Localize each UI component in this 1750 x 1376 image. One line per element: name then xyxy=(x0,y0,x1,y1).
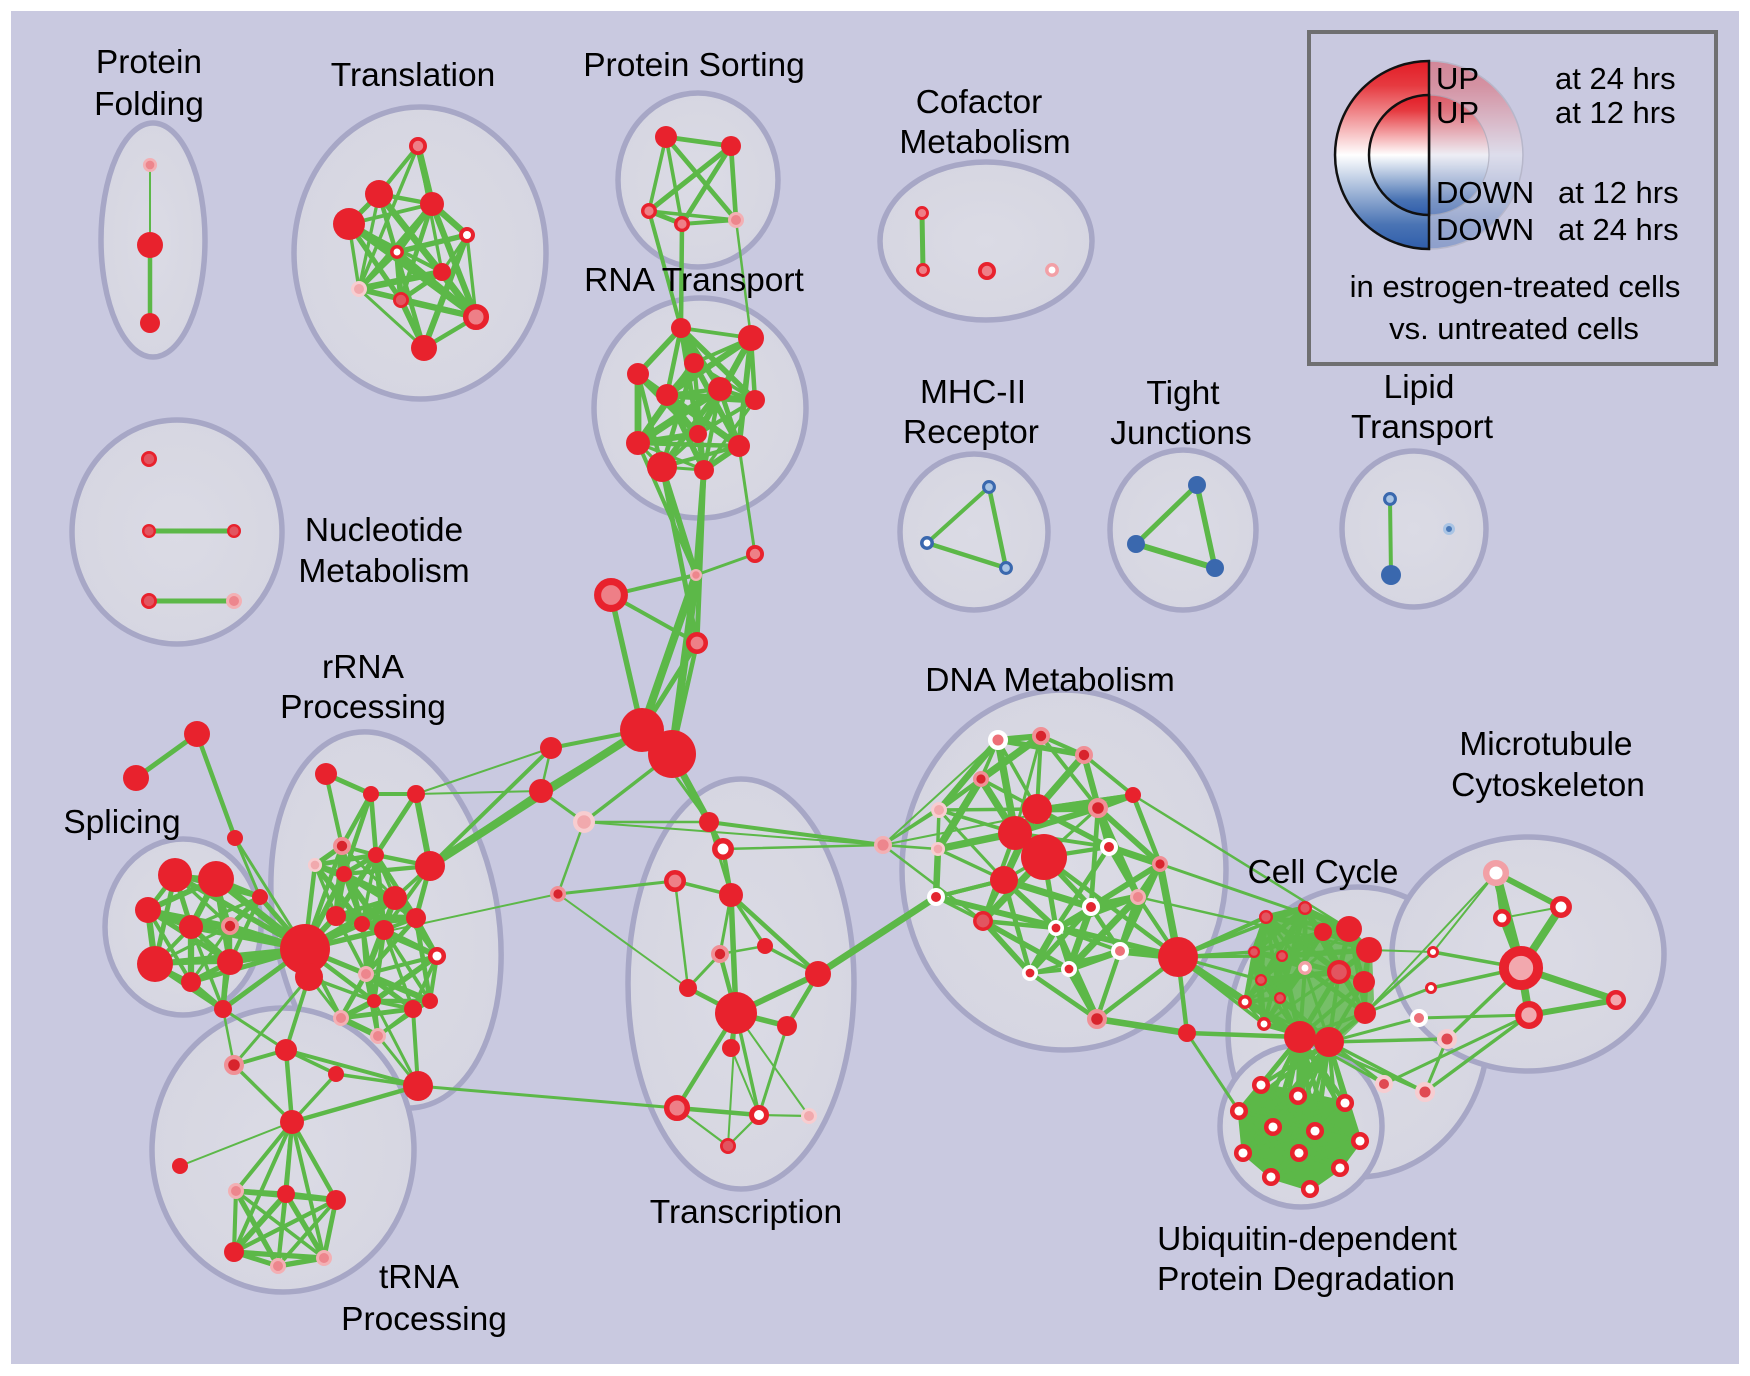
svg-text:at 24 hrs: at 24 hrs xyxy=(1555,61,1676,96)
svg-text:DNA Metabolism: DNA Metabolism xyxy=(925,662,1174,699)
svg-text:Microtubule: Microtubule xyxy=(1459,726,1632,763)
svg-text:Tight: Tight xyxy=(1146,375,1220,412)
svg-text:vs. untreated cells: vs. untreated cells xyxy=(1389,311,1639,346)
svg-text:MHC-II: MHC-II xyxy=(920,374,1026,411)
svg-text:Processing: Processing xyxy=(341,1301,507,1338)
svg-text:Processing: Processing xyxy=(280,689,446,726)
svg-text:tRNA: tRNA xyxy=(379,1259,460,1296)
svg-text:Transcription: Transcription xyxy=(650,1194,842,1231)
svg-text:DOWN: DOWN xyxy=(1436,175,1534,210)
svg-text:Metabolism: Metabolism xyxy=(899,124,1070,161)
svg-text:Nucleotide: Nucleotide xyxy=(305,512,463,549)
svg-text:Protein Degradation: Protein Degradation xyxy=(1157,1261,1455,1298)
svg-text:UP: UP xyxy=(1436,95,1479,130)
svg-text:Cofactor: Cofactor xyxy=(916,84,1043,121)
svg-text:in estrogen-treated cells: in estrogen-treated cells xyxy=(1350,269,1681,304)
svg-text:RNA Transport: RNA Transport xyxy=(584,262,804,299)
svg-text:Lipid: Lipid xyxy=(1384,369,1455,406)
svg-text:Protein: Protein xyxy=(96,44,202,81)
svg-text:Metabolism: Metabolism xyxy=(298,553,469,590)
svg-text:Folding: Folding xyxy=(94,86,204,123)
svg-text:at 12 hrs: at 12 hrs xyxy=(1555,95,1676,130)
svg-text:Ubiquitin-dependent: Ubiquitin-dependent xyxy=(1157,1221,1458,1258)
svg-text:at 12 hrs: at 12 hrs xyxy=(1558,175,1679,210)
svg-text:Protein Sorting: Protein Sorting xyxy=(583,47,805,84)
svg-text:Receptor: Receptor xyxy=(903,414,1039,451)
svg-text:at 24 hrs: at 24 hrs xyxy=(1558,212,1679,247)
svg-text:Translation: Translation xyxy=(331,57,495,94)
svg-text:Splicing: Splicing xyxy=(63,804,180,841)
svg-text:rRNA: rRNA xyxy=(322,649,405,686)
svg-text:DOWN: DOWN xyxy=(1436,212,1534,247)
svg-text:Cell Cycle: Cell Cycle xyxy=(1248,854,1399,891)
svg-text:Cytoskeleton: Cytoskeleton xyxy=(1451,767,1645,804)
svg-text:Junctions: Junctions xyxy=(1110,415,1252,452)
svg-text:Transport: Transport xyxy=(1351,409,1494,446)
svg-text:UP: UP xyxy=(1436,61,1479,96)
